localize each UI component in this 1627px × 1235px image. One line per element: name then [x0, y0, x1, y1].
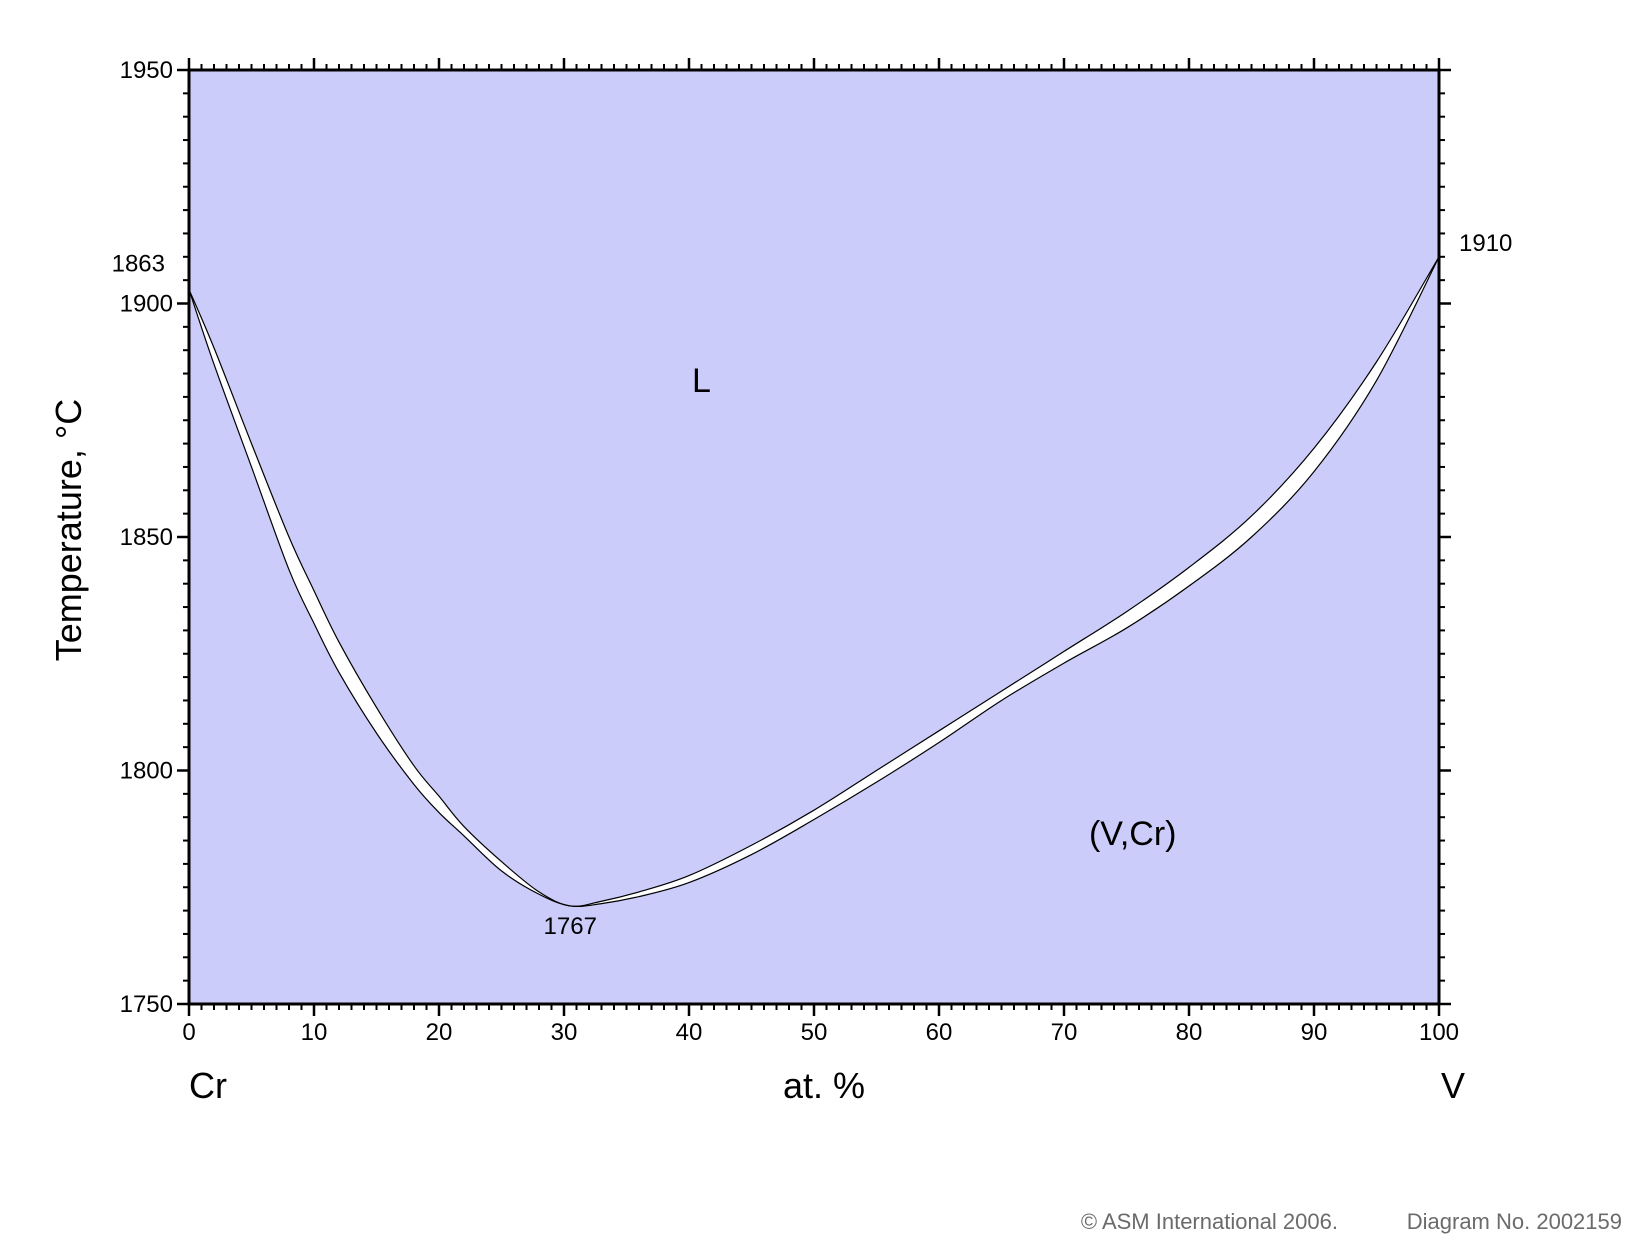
x-tick-label: 80: [1176, 1019, 1203, 1046]
special-point-label: 1863: [112, 250, 165, 277]
y-tick-label: 1900: [120, 291, 173, 318]
special-point-label: 1767: [544, 913, 597, 940]
liquidus-line: [188, 256, 1440, 907]
axis-tick-labels: 0 10 20 30 40 50 60 70 80 90 100 1750 1800 1850 1900 19…: [120, 57, 1459, 1046]
y-tick-label: 1800: [120, 758, 173, 785]
x-axis-title: at. %: [783, 1065, 865, 1106]
x-tick-label: 0: [182, 1019, 195, 1046]
x-tick-label: 60: [926, 1019, 953, 1046]
two-phase-region: [189, 256, 1439, 907]
x-tick-label: 30: [551, 1019, 578, 1046]
y-tick-label: 1950: [120, 57, 173, 84]
x-tick-label: 50: [801, 1019, 828, 1046]
phase-label: (V,Cr): [1089, 815, 1177, 853]
x-tick-label: 20: [426, 1019, 453, 1046]
x-tick-label: 10: [301, 1019, 328, 1046]
right-element-label: V: [1441, 1065, 1465, 1106]
x-tick-label: 70: [1051, 1019, 1078, 1046]
phase-label: L: [692, 362, 711, 400]
y-tick-label: 1850: [120, 524, 173, 551]
diagram-number-text: Diagram No. 2002159: [1407, 1209, 1622, 1234]
x-tick-label: 90: [1301, 1019, 1328, 1046]
special-point-label: 1910: [1459, 230, 1512, 257]
x-tick-label: 100: [1419, 1019, 1459, 1046]
special-point-labels: 1863 1910 1767: [112, 230, 1513, 940]
axis-ticks: [177, 58, 1451, 1016]
copyright-text: © ASM International 2006.: [1081, 1209, 1338, 1234]
y-tick-label: 1750: [120, 991, 173, 1018]
solidus-line: [188, 256, 1440, 908]
left-element-label: Cr: [189, 1065, 227, 1106]
y-axis-title: Temperature, °C: [48, 399, 89, 662]
phase-labels: L (V,Cr): [692, 362, 1176, 853]
x-tick-label: 40: [676, 1019, 703, 1046]
